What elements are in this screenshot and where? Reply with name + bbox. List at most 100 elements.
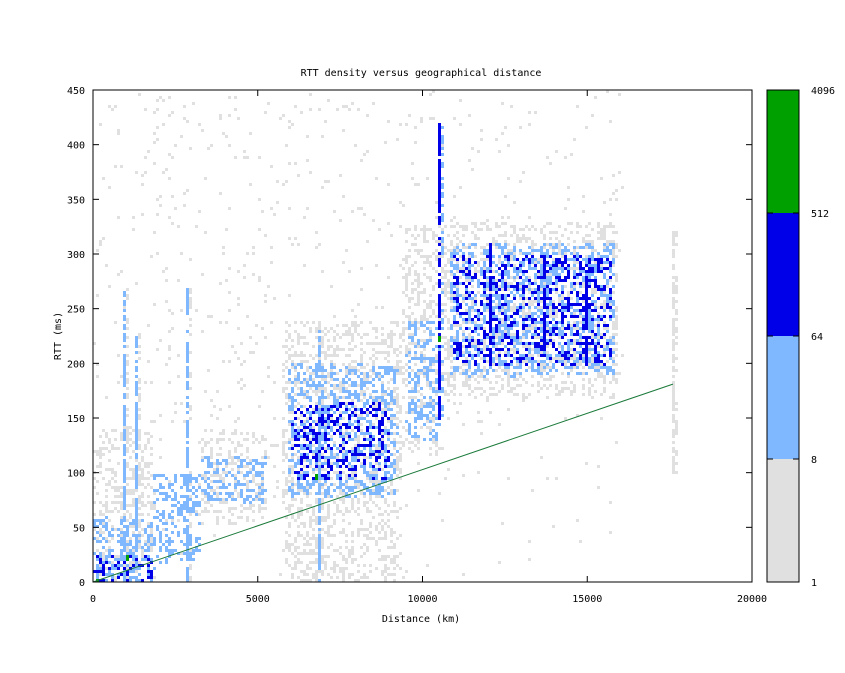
heat-cell — [534, 279, 537, 282]
heat-cell — [498, 360, 501, 363]
heat-cell — [450, 339, 453, 342]
heat-cell — [393, 441, 396, 444]
heat-cell — [393, 567, 396, 570]
heat-cell — [297, 561, 300, 564]
heat-cell — [519, 366, 522, 369]
heat-cell — [378, 441, 381, 444]
heat-cell — [495, 354, 498, 357]
heat-cell — [345, 495, 348, 498]
heat-cell — [312, 390, 315, 393]
heat-cell — [330, 456, 333, 459]
heat-cell — [309, 543, 312, 546]
heat-cell — [336, 387, 339, 390]
heat-cell — [438, 135, 441, 138]
heat-cell — [534, 327, 537, 330]
heat-cell — [351, 399, 354, 402]
heat-cell — [297, 558, 300, 561]
heat-cell — [303, 474, 306, 477]
heat-cell — [591, 318, 594, 321]
heat-cell — [363, 471, 366, 474]
heat-cell — [174, 480, 177, 483]
heat-cell — [498, 390, 501, 393]
heat-cell — [123, 420, 126, 423]
heat-cell — [456, 351, 459, 354]
heat-cell — [468, 369, 471, 372]
heat-cell — [465, 318, 468, 321]
heat-cell — [540, 297, 543, 300]
heat-cell — [468, 315, 471, 318]
heat-cell — [291, 354, 294, 357]
heat-cell — [366, 411, 369, 414]
heat-cell — [192, 492, 195, 495]
heat-cell — [216, 519, 219, 522]
heat-cell — [543, 282, 546, 285]
heat-cell — [309, 444, 312, 447]
heat-cell — [570, 285, 573, 288]
heat-cell — [525, 237, 528, 240]
heat-cell — [504, 288, 507, 291]
heat-cell — [390, 510, 393, 513]
heat-cell — [330, 435, 333, 438]
heat-cell — [303, 438, 306, 441]
heat-cell — [552, 270, 555, 273]
heat-cell — [378, 429, 381, 432]
heat-cell — [522, 312, 525, 315]
heat-cell — [321, 342, 324, 345]
heat-cell — [186, 351, 189, 354]
heat-cell — [315, 492, 318, 495]
heat-cell — [186, 465, 189, 468]
heat-cell — [429, 402, 432, 405]
heat-cell — [294, 366, 297, 369]
heat-cell — [483, 282, 486, 285]
heat-cell — [348, 552, 351, 555]
heat-cell — [582, 318, 585, 321]
heat-cell — [612, 360, 615, 363]
heat-cell — [612, 393, 615, 396]
heat-cell — [429, 306, 432, 309]
heat-cell — [408, 270, 411, 273]
heat-cell — [357, 531, 360, 534]
heat-cell — [537, 258, 540, 261]
heat-cell — [423, 366, 426, 369]
heat-cell — [564, 249, 567, 252]
heat-cell — [375, 396, 378, 399]
heat-cell — [429, 399, 432, 402]
heat-cell — [147, 522, 150, 525]
heat-cell — [399, 507, 402, 510]
heat-cell — [123, 411, 126, 414]
heat-cell — [597, 312, 600, 315]
heat-cell — [438, 264, 441, 267]
heat-cell — [534, 345, 537, 348]
heat-cell — [321, 492, 324, 495]
heat-cell — [393, 414, 396, 417]
heat-cell — [528, 288, 531, 291]
heat-cell — [540, 324, 543, 327]
heat-cell — [393, 453, 396, 456]
heat-cell — [381, 429, 384, 432]
heat-cell — [339, 567, 342, 570]
heat-cell — [360, 423, 363, 426]
heat-cell — [321, 447, 324, 450]
heat-cell — [390, 339, 393, 342]
heat-cell — [477, 327, 480, 330]
heat-cell — [288, 465, 291, 468]
heat-cell — [573, 363, 576, 366]
heat-cell — [129, 537, 132, 540]
heat-cell — [408, 423, 411, 426]
heat-cell — [483, 321, 486, 324]
heat-cell — [417, 411, 420, 414]
heat-cell — [291, 366, 294, 369]
heat-cell — [600, 315, 603, 318]
heat-cell — [186, 519, 189, 522]
heat-cell — [528, 366, 531, 369]
heat-cell — [324, 483, 327, 486]
heat-cell — [540, 321, 543, 324]
heat-cell — [465, 294, 468, 297]
heat-cell — [528, 327, 531, 330]
heat-cell — [351, 573, 354, 576]
heat-cell — [123, 561, 126, 564]
heat-cell — [351, 498, 354, 501]
heat-cell — [186, 420, 189, 423]
heat-cell — [126, 426, 129, 429]
heat-cell — [303, 525, 306, 528]
